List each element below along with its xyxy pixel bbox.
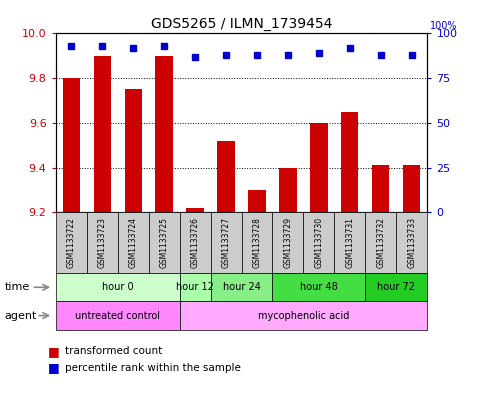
Text: GSM1133722: GSM1133722 — [67, 217, 75, 268]
Text: hour 0: hour 0 — [102, 282, 133, 292]
Text: untreated control: untreated control — [75, 310, 160, 321]
Bar — [217, 141, 235, 212]
Bar — [341, 112, 358, 212]
Text: GSM1133732: GSM1133732 — [376, 217, 385, 268]
Text: GSM1133729: GSM1133729 — [284, 217, 293, 268]
Text: agent: agent — [5, 310, 37, 321]
Text: GSM1133727: GSM1133727 — [222, 217, 230, 268]
Text: transformed count: transformed count — [65, 346, 162, 356]
Bar — [156, 56, 172, 212]
Bar — [94, 56, 111, 212]
Text: GSM1133731: GSM1133731 — [345, 217, 355, 268]
Text: hour 24: hour 24 — [223, 282, 260, 292]
Text: GSM1133725: GSM1133725 — [159, 217, 169, 268]
Text: GSM1133730: GSM1133730 — [314, 217, 324, 268]
Text: GSM1133723: GSM1133723 — [98, 217, 107, 268]
Bar — [125, 89, 142, 212]
Bar — [372, 165, 389, 212]
Bar — [311, 123, 327, 212]
Text: hour 48: hour 48 — [300, 282, 338, 292]
Text: GSM1133724: GSM1133724 — [128, 217, 138, 268]
Text: GSM1133726: GSM1133726 — [190, 217, 199, 268]
Text: time: time — [5, 282, 30, 292]
Text: mycophenolic acid: mycophenolic acid — [258, 310, 349, 321]
Text: GSM1133733: GSM1133733 — [408, 217, 416, 268]
Text: percentile rank within the sample: percentile rank within the sample — [65, 363, 241, 373]
Text: hour 12: hour 12 — [176, 282, 214, 292]
Bar — [62, 78, 80, 212]
Text: ■: ■ — [48, 345, 60, 358]
Bar — [403, 165, 421, 212]
Text: 100%: 100% — [430, 22, 457, 31]
Bar — [248, 190, 266, 212]
Text: ■: ■ — [48, 361, 60, 375]
Bar — [186, 208, 203, 212]
Bar — [280, 167, 297, 212]
Text: GSM1133728: GSM1133728 — [253, 217, 261, 268]
Text: hour 72: hour 72 — [377, 282, 415, 292]
Title: GDS5265 / ILMN_1739454: GDS5265 / ILMN_1739454 — [151, 17, 332, 31]
